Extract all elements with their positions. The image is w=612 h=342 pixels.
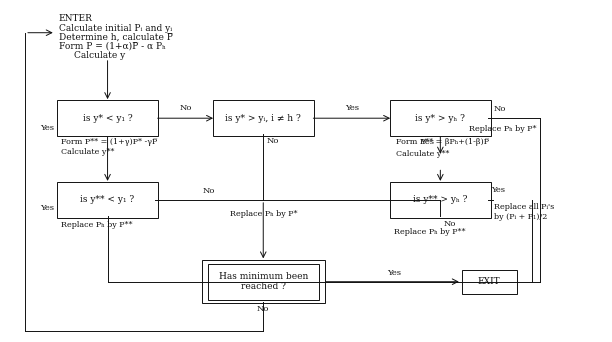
Text: is y** < y₁ ?: is y** < y₁ ? xyxy=(81,195,135,205)
Text: Yes: Yes xyxy=(491,186,505,194)
FancyBboxPatch shape xyxy=(461,270,517,294)
Text: Yes: Yes xyxy=(345,104,359,112)
Text: Replace Pₕ by P**: Replace Pₕ by P** xyxy=(394,228,466,236)
Text: Replace Pₕ by P**: Replace Pₕ by P** xyxy=(61,221,133,229)
Text: Determine h, calculate P̅: Determine h, calculate P̅ xyxy=(59,33,173,42)
Text: Calculate y: Calculate y xyxy=(74,51,125,60)
Text: EXIT: EXIT xyxy=(478,277,501,286)
Text: No: No xyxy=(179,104,192,112)
Text: Form P = (1+α)P̅ - α Pₕ: Form P = (1+α)P̅ - α Pₕ xyxy=(59,42,166,51)
Text: Form P** = (1+γ)P* -γP̅: Form P** = (1+γ)P* -γP̅ xyxy=(61,138,158,146)
Text: Calculate y**: Calculate y** xyxy=(396,150,449,158)
FancyBboxPatch shape xyxy=(208,264,318,300)
Text: No: No xyxy=(443,220,456,227)
FancyBboxPatch shape xyxy=(57,100,158,136)
Text: Replace Pₕ by P*: Replace Pₕ by P* xyxy=(469,125,537,133)
Text: is y* > yᵢ, i ≠ h ?: is y* > yᵢ, i ≠ h ? xyxy=(225,114,301,123)
Text: No: No xyxy=(203,187,215,195)
Text: Has minimum been
reached ?: Has minimum been reached ? xyxy=(218,272,308,291)
Text: Yes: Yes xyxy=(40,124,54,132)
FancyBboxPatch shape xyxy=(390,182,491,218)
Text: is y* < y₁ ?: is y* < y₁ ? xyxy=(83,114,132,123)
Text: No: No xyxy=(494,105,506,113)
FancyBboxPatch shape xyxy=(213,100,313,136)
Text: Form P** = βPₕ+(1-β)P̅: Form P** = βPₕ+(1-β)P̅ xyxy=(396,138,489,146)
Text: Replace all Pᵢ's
by (Pᵢ + P₁)/2: Replace all Pᵢ's by (Pᵢ + P₁)/2 xyxy=(494,203,554,221)
Text: Calculate initial Pᵢ and yᵢ: Calculate initial Pᵢ and yᵢ xyxy=(59,24,172,32)
FancyBboxPatch shape xyxy=(390,100,491,136)
Text: No: No xyxy=(266,137,278,145)
Text: is y** > yₕ ?: is y** > yₕ ? xyxy=(413,195,468,205)
FancyBboxPatch shape xyxy=(202,260,324,303)
Text: Replace Pₕ by P*: Replace Pₕ by P* xyxy=(230,210,297,218)
Text: Yes: Yes xyxy=(420,139,435,146)
Text: ENTER: ENTER xyxy=(59,14,92,23)
Text: Yes: Yes xyxy=(387,268,401,277)
FancyBboxPatch shape xyxy=(57,182,158,218)
Text: Calculate y**: Calculate y** xyxy=(61,148,115,156)
Text: No: No xyxy=(257,305,269,313)
Text: Yes: Yes xyxy=(40,205,54,212)
Text: is y* > yₕ ?: is y* > yₕ ? xyxy=(416,114,465,123)
